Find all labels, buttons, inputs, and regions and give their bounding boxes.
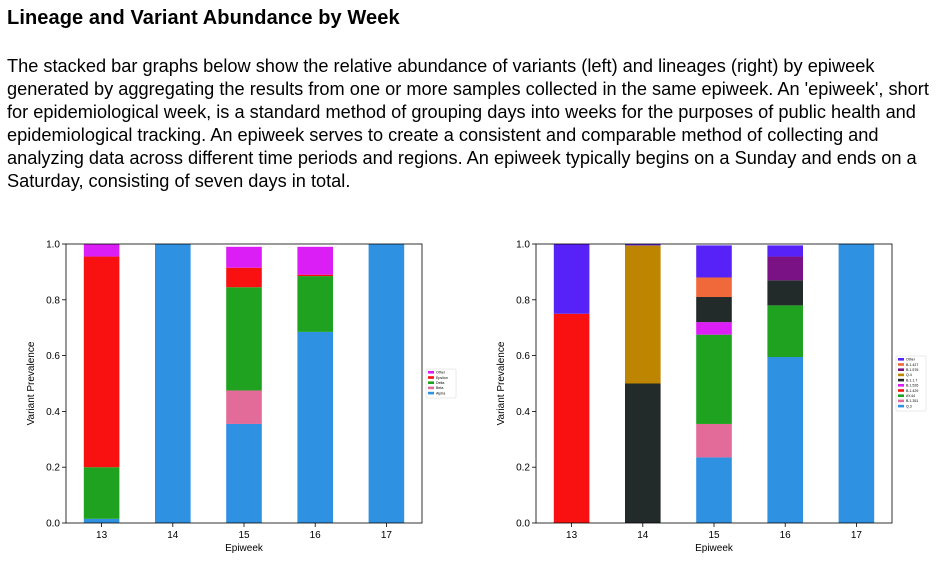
y-tick-label: 0.8 bbox=[46, 295, 60, 306]
bar-segment-other-15 bbox=[226, 246, 262, 268]
legend-label: B.1.526 bbox=[906, 384, 918, 388]
bar-segment-alpha-16 bbox=[297, 331, 333, 523]
x-tick-label: 16 bbox=[310, 530, 322, 541]
bar-segment-b-1-429-13 bbox=[553, 313, 590, 523]
legend-swatch bbox=[428, 371, 434, 374]
page-title: Lineage and Variant Abundance by Week bbox=[7, 7, 400, 29]
y-tick-label: 0.0 bbox=[516, 519, 530, 530]
x-tick-label: 13 bbox=[96, 530, 108, 541]
bar-segment-q-4-14 bbox=[625, 245, 661, 384]
legend-swatch bbox=[898, 399, 904, 403]
x-tick-label: 15 bbox=[708, 530, 720, 541]
bar-segment-epsilon-15 bbox=[226, 267, 262, 288]
legend-label: Q.4 bbox=[906, 373, 912, 377]
x-tick-label: 17 bbox=[381, 530, 393, 541]
bar-segment-other-13 bbox=[553, 244, 590, 314]
bar-segment-epsilon-16 bbox=[297, 274, 333, 277]
y-tick-label: 0.6 bbox=[46, 351, 60, 362]
legend-label: B.1.429 bbox=[906, 389, 918, 393]
legend-swatch bbox=[898, 373, 904, 377]
bar-segment-b-1-576-16 bbox=[767, 256, 803, 281]
legend-swatch bbox=[428, 386, 434, 390]
bar-segment-other-16 bbox=[767, 245, 803, 257]
bar-segment-ay-44-15 bbox=[696, 334, 732, 424]
bar-segment-ay-44-16 bbox=[767, 305, 803, 357]
bar-segment-epsilon-13 bbox=[83, 256, 120, 468]
y-axis-label: Variant Prevalence bbox=[496, 341, 507, 425]
legend-swatch bbox=[898, 389, 904, 392]
bar-segment-other-16 bbox=[297, 246, 333, 275]
bar-segment-delta-13 bbox=[83, 467, 120, 519]
bar-segment-delta-15 bbox=[226, 287, 262, 391]
y-tick-label: 0.0 bbox=[46, 519, 60, 530]
x-tick-label: 17 bbox=[851, 530, 863, 541]
y-tick-label: 1.0 bbox=[46, 240, 60, 251]
legend-label: Epsilon bbox=[436, 376, 448, 380]
page-description: The stacked bar graphs below show the re… bbox=[7, 56, 929, 191]
x-tick-label: 16 bbox=[780, 530, 792, 541]
legend-label: Delta bbox=[436, 381, 444, 385]
chart-right: 0.0 0.2 0.4 0.6 0.8 1.0 13 14 15 16 17 Epiweek Varia… bbox=[496, 240, 927, 554]
bar-segment-other-13 bbox=[83, 244, 120, 257]
bar-segment-b-1-351-15 bbox=[696, 423, 732, 458]
bar-segment-q-3-16 bbox=[767, 356, 803, 523]
y-tick-label: 0.4 bbox=[46, 407, 60, 418]
legend-label: B.1.1.7 bbox=[906, 378, 917, 382]
legend-label: Other bbox=[436, 371, 446, 375]
bar-segment-delta-16 bbox=[297, 276, 333, 332]
x-tick-label: 14 bbox=[167, 530, 179, 541]
x-tick-label: 13 bbox=[566, 530, 578, 541]
bars bbox=[83, 244, 405, 523]
bar-segment-beta-15 bbox=[226, 390, 262, 424]
legend-label: Other bbox=[906, 358, 916, 362]
bar-segment-b-1-526-15 bbox=[696, 322, 732, 335]
legend-label: B.1.427 bbox=[906, 363, 918, 367]
y-tick-label: 0.2 bbox=[516, 463, 530, 474]
bar-segment-other-14 bbox=[625, 244, 661, 246]
y-tick-label: 1.0 bbox=[516, 240, 530, 251]
legend-swatch bbox=[898, 368, 904, 371]
bar-segment-alpha-13 bbox=[83, 518, 120, 523]
legend-swatch bbox=[898, 363, 904, 366]
bar-segment-alpha-15 bbox=[226, 423, 262, 523]
legend-label: Q.3 bbox=[906, 404, 912, 408]
legend-label: AY.44 bbox=[906, 394, 915, 398]
legend-label: Alpha bbox=[436, 391, 445, 395]
legend-swatch bbox=[898, 394, 904, 397]
x-tick-label: 15 bbox=[238, 530, 250, 541]
y-tick-label: 0.4 bbox=[516, 407, 530, 418]
legend-label: B.1.351 bbox=[906, 399, 918, 403]
bar-segment-b-1-427-15 bbox=[696, 277, 732, 298]
bar-segment-q-3-15 bbox=[696, 457, 732, 523]
legend-swatch bbox=[428, 381, 434, 384]
bar-segment-other-15 bbox=[696, 245, 732, 278]
bar-segment-alpha-14 bbox=[155, 244, 191, 523]
bar-segment-q-3-17 bbox=[838, 244, 875, 523]
y-axis-label: Variant Prevalence bbox=[26, 341, 37, 425]
legend-swatch bbox=[428, 391, 434, 395]
legend-swatch bbox=[898, 378, 904, 382]
legend-swatch bbox=[898, 404, 904, 408]
legend-swatch bbox=[898, 384, 904, 387]
legend-label: B.1.576 bbox=[906, 368, 918, 372]
legend-swatch bbox=[898, 358, 904, 361]
y-tick-label: 0.8 bbox=[516, 295, 530, 306]
x-axis-label: Epiweek bbox=[225, 543, 264, 554]
bar-segment-b-1-1-7-14 bbox=[625, 383, 661, 523]
bars bbox=[553, 244, 875, 523]
legend-swatch bbox=[428, 376, 434, 379]
y-tick-label: 0.2 bbox=[46, 463, 60, 474]
y-tick-label: 0.6 bbox=[516, 351, 530, 362]
legend: OtherB.1.427B.1.576Q.4B.1.1.7B.1.526B.1.… bbox=[895, 355, 927, 412]
x-tick-label: 14 bbox=[637, 530, 649, 541]
bar-segment-b-1-1-7-15 bbox=[696, 297, 732, 323]
bar-segment-b-1-1-7-16 bbox=[767, 280, 803, 306]
x-axis-label: Epiweek bbox=[695, 543, 734, 554]
bar-segment-alpha-17 bbox=[368, 244, 405, 523]
legend-label: Beta bbox=[436, 386, 443, 390]
chart-left: 0.0 0.2 0.4 0.6 0.8 1.0 13 14 15 16 17 Epiweek Varia… bbox=[26, 240, 457, 554]
